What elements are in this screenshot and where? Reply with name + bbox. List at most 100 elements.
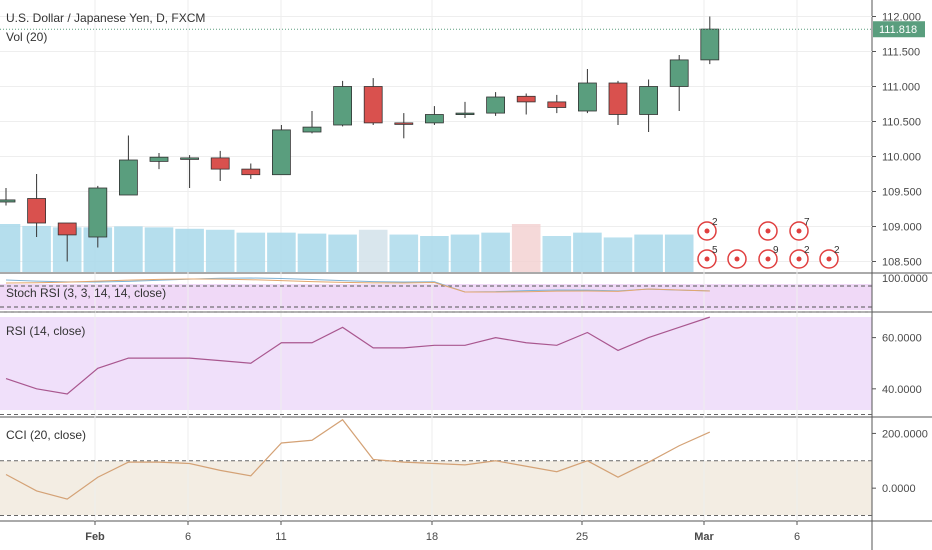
candle	[57, 222, 77, 262]
rsi-tick-label: 60.0000	[882, 333, 922, 345]
candle	[547, 94, 567, 114]
candle	[0, 188, 16, 206]
candle-body	[578, 82, 597, 112]
candle	[149, 153, 169, 170]
candle-body	[302, 126, 322, 133]
event-dot	[796, 228, 802, 234]
event-count-label: 9	[773, 245, 779, 256]
volume-bar	[511, 224, 541, 272]
event-dot	[765, 256, 771, 262]
candle-body	[639, 86, 658, 115]
volume-bar	[114, 226, 143, 272]
candle-body	[486, 96, 506, 114]
candle	[363, 78, 383, 125]
x-tick-label: 6	[185, 531, 191, 543]
event-dot	[704, 256, 710, 262]
candle	[516, 93, 536, 115]
candle-body	[88, 187, 108, 238]
volume-bar	[175, 228, 204, 272]
volume-bar	[664, 234, 694, 272]
candle	[424, 106, 444, 125]
price-tick-label: 111.500	[882, 47, 920, 59]
stoch-rsi-legend[interactable]: Stoch RSI (3, 3, 14, 14, close)	[6, 286, 167, 300]
event-marker-icon	[758, 249, 778, 269]
volume-bar	[573, 232, 602, 272]
price-tick-label: 111.000	[882, 82, 920, 94]
price-tick-label: 108.500	[882, 257, 922, 269]
candle	[241, 163, 261, 179]
event-marker-icon	[697, 221, 717, 241]
last-price-label: 111.818	[879, 24, 917, 36]
candle	[669, 55, 689, 111]
price-tick-label: 109.000	[882, 222, 922, 234]
event-dot	[765, 228, 771, 234]
x-tick-label: 25	[576, 531, 588, 543]
volume-legend[interactable]: Vol (20)	[6, 30, 48, 44]
candle-body	[119, 159, 138, 196]
candle-body	[333, 86, 353, 126]
candle	[27, 174, 47, 237]
candle	[302, 111, 322, 134]
candle	[180, 155, 200, 188]
volume-bar	[267, 232, 296, 272]
event-count-label: 2	[712, 217, 718, 228]
candle-body	[241, 168, 261, 176]
price-tick-label: 112.000	[882, 12, 921, 24]
volume-bar	[328, 234, 357, 272]
candle-body	[57, 222, 77, 236]
rsi-pane-bg	[0, 317, 872, 410]
rsi-legend[interactable]: RSI (14, close)	[6, 324, 86, 338]
candle-body	[516, 95, 536, 103]
candle	[578, 69, 597, 114]
candle-body	[0, 199, 16, 203]
candle-body	[271, 129, 291, 176]
cci-legend[interactable]: CCI (20, close)	[6, 428, 87, 442]
cci-line	[5, 418, 711, 500]
candle	[119, 135, 138, 196]
event-marker-icon	[789, 249, 809, 269]
event-count-label: 7	[804, 217, 810, 228]
volume-bar	[420, 236, 449, 272]
candle-body	[608, 82, 628, 115]
event-dot	[796, 256, 802, 262]
x-tick-label: 11	[275, 531, 286, 543]
event-marker-icon	[789, 221, 809, 241]
stoch-pane-bg	[0, 284, 872, 310]
event-marker-icon	[758, 221, 778, 241]
event-marker-icon	[697, 249, 717, 269]
volume-bar	[144, 227, 174, 272]
candle-body	[547, 101, 567, 108]
cci-tick-label: 200.0000	[882, 428, 928, 440]
price-tick-label: 109.500	[882, 187, 922, 199]
volume-bar	[358, 229, 388, 272]
volume-bar	[205, 229, 235, 272]
volume-bar	[481, 232, 510, 272]
candle	[88, 185, 108, 248]
candle	[333, 80, 353, 127]
symbol-title[interactable]: U.S. Dollar / Japanese Yen, D, FXCM	[6, 11, 206, 25]
event-count-label: 5	[712, 245, 718, 256]
candle-body	[180, 157, 200, 160]
volume-bar	[297, 233, 327, 272]
candle	[700, 16, 720, 65]
candle-body	[700, 28, 720, 61]
stoch-k-line	[5, 277, 710, 293]
candle-body	[210, 157, 230, 170]
event-count-label: 2	[834, 245, 840, 256]
volume-bar	[450, 234, 480, 272]
x-tick-label: 18	[426, 531, 438, 543]
volume-bar	[0, 224, 21, 272]
volume-bar	[542, 236, 572, 272]
volume-bar	[389, 234, 419, 272]
stoch-tick-label: 100.0000	[882, 273, 928, 285]
rsi-tick-label: 40.0000	[882, 384, 922, 396]
candle-body	[455, 112, 475, 115]
event-dot	[734, 256, 740, 262]
last-price-badge	[873, 21, 925, 38]
event-marker-icon	[819, 249, 839, 269]
candle	[210, 150, 230, 181]
event-marker-icon	[727, 249, 747, 269]
x-tick-label: 6	[794, 531, 800, 543]
